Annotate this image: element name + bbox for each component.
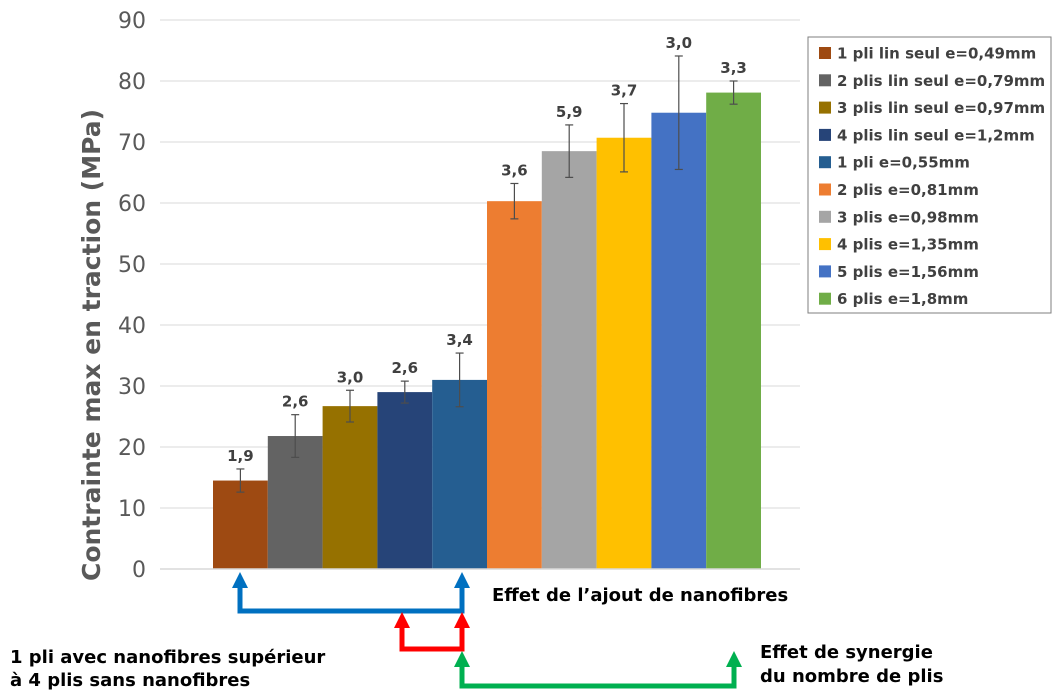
y-tick-label: 20 bbox=[118, 436, 146, 461]
legend-swatch bbox=[819, 47, 831, 59]
legend-entry: 5 plis e=1,56mm bbox=[837, 263, 979, 281]
legend-swatch bbox=[819, 265, 831, 278]
legend-entry: 4 plis e=1,35mm bbox=[837, 236, 979, 254]
blue-arrowhead-left bbox=[232, 572, 248, 588]
y-tick-label: 90 bbox=[118, 9, 146, 34]
bar bbox=[651, 112, 707, 569]
red-arrowhead-left bbox=[394, 612, 410, 628]
y-tick-label: 80 bbox=[118, 70, 146, 95]
data-label: 3,4 bbox=[446, 331, 473, 349]
legend-entry: 3 plis lin seul e=0,97mm bbox=[837, 99, 1045, 117]
bar bbox=[487, 201, 542, 570]
y-tick-label: 10 bbox=[118, 497, 146, 522]
blue-bracket-arrow bbox=[237, 585, 465, 614]
y-axis-ticks: 0 10 20 30 40 50 60 70 80 90 bbox=[118, 9, 146, 583]
bar bbox=[541, 151, 597, 569]
bar bbox=[596, 137, 652, 570]
data-label: 1,9 bbox=[227, 447, 254, 465]
red-arrowhead-right bbox=[454, 612, 470, 628]
data-label: 2,6 bbox=[392, 359, 419, 377]
legend-entry: 1 pli lin seul e=0,49mm bbox=[837, 45, 1036, 63]
data-label: 3,0 bbox=[337, 368, 364, 386]
data-label: 3,7 bbox=[611, 82, 638, 100]
green-bracket-arrow bbox=[459, 665, 737, 689]
y-tick-label: 70 bbox=[118, 131, 146, 156]
synergy-effect-line1: Effet de synergie bbox=[760, 642, 933, 663]
legend-swatch bbox=[819, 156, 831, 169]
legend-box bbox=[807, 36, 1052, 314]
red-bracket-arrow bbox=[399, 626, 465, 652]
legend-swatch bbox=[819, 101, 831, 114]
legend-swatch bbox=[819, 238, 831, 251]
y-tick-label: 50 bbox=[118, 253, 146, 278]
green-arrowhead-right bbox=[726, 651, 742, 667]
bar bbox=[322, 406, 378, 569]
y-tick-label: 40 bbox=[118, 314, 146, 339]
y-tick-label: 60 bbox=[118, 192, 146, 217]
gridlines bbox=[160, 19, 800, 509]
data-label: 5,9 bbox=[556, 103, 583, 121]
single-ply-note-line1: 1 pli avec nanofibres supérieur bbox=[10, 647, 325, 668]
legend-entry: 2 plis e=0,81mm bbox=[837, 181, 979, 199]
legend-swatch bbox=[819, 210, 831, 223]
data-label: 3,6 bbox=[501, 161, 528, 179]
legend-swatch bbox=[819, 183, 831, 196]
data-label: 3,3 bbox=[720, 59, 747, 77]
data-label: 3,0 bbox=[666, 34, 693, 52]
legend-swatch bbox=[819, 128, 831, 141]
bar bbox=[377, 392, 433, 569]
bar bbox=[432, 379, 487, 569]
legend-entry: 1 pli e=0,55mm bbox=[837, 154, 970, 172]
legend-entry: 2 plis lin seul e=0,79mm bbox=[837, 72, 1045, 90]
nanofibres-effect-label: Effet de l’ajout de nanofibres bbox=[492, 585, 788, 606]
legend-entry: 3 plis e=0,98mm bbox=[837, 208, 979, 226]
legend-swatch bbox=[819, 292, 831, 305]
bars: 1,9 2,6 3,0 2,6 3,4 3,6 5,9 3,7 3,0 3,3 bbox=[213, 34, 761, 570]
legend: 1 pli lin seul e=0,49mm 2 plis lin seul e… bbox=[807, 36, 1052, 314]
legend-swatch bbox=[819, 74, 831, 87]
green-arrowhead-left bbox=[454, 651, 470, 667]
synergy-effect-line2: du nombre de plis bbox=[760, 666, 943, 687]
legend-entry: 4 plis lin seul e=1,2mm bbox=[837, 126, 1035, 144]
blue-arrowhead-right bbox=[454, 572, 470, 588]
bar bbox=[267, 436, 323, 569]
bar bbox=[213, 480, 268, 569]
bar bbox=[706, 92, 761, 569]
y-tick-label: 0 bbox=[132, 558, 146, 583]
single-ply-note-line2: à 4 plis sans nanofibres bbox=[10, 670, 250, 690]
data-label: 2,6 bbox=[282, 393, 309, 411]
legend-entry: 6 plis e=1,8mm bbox=[837, 290, 968, 308]
y-tick-label: 30 bbox=[118, 375, 146, 400]
y-axis-title: Contrainte max en traction (MPa) bbox=[77, 109, 106, 581]
